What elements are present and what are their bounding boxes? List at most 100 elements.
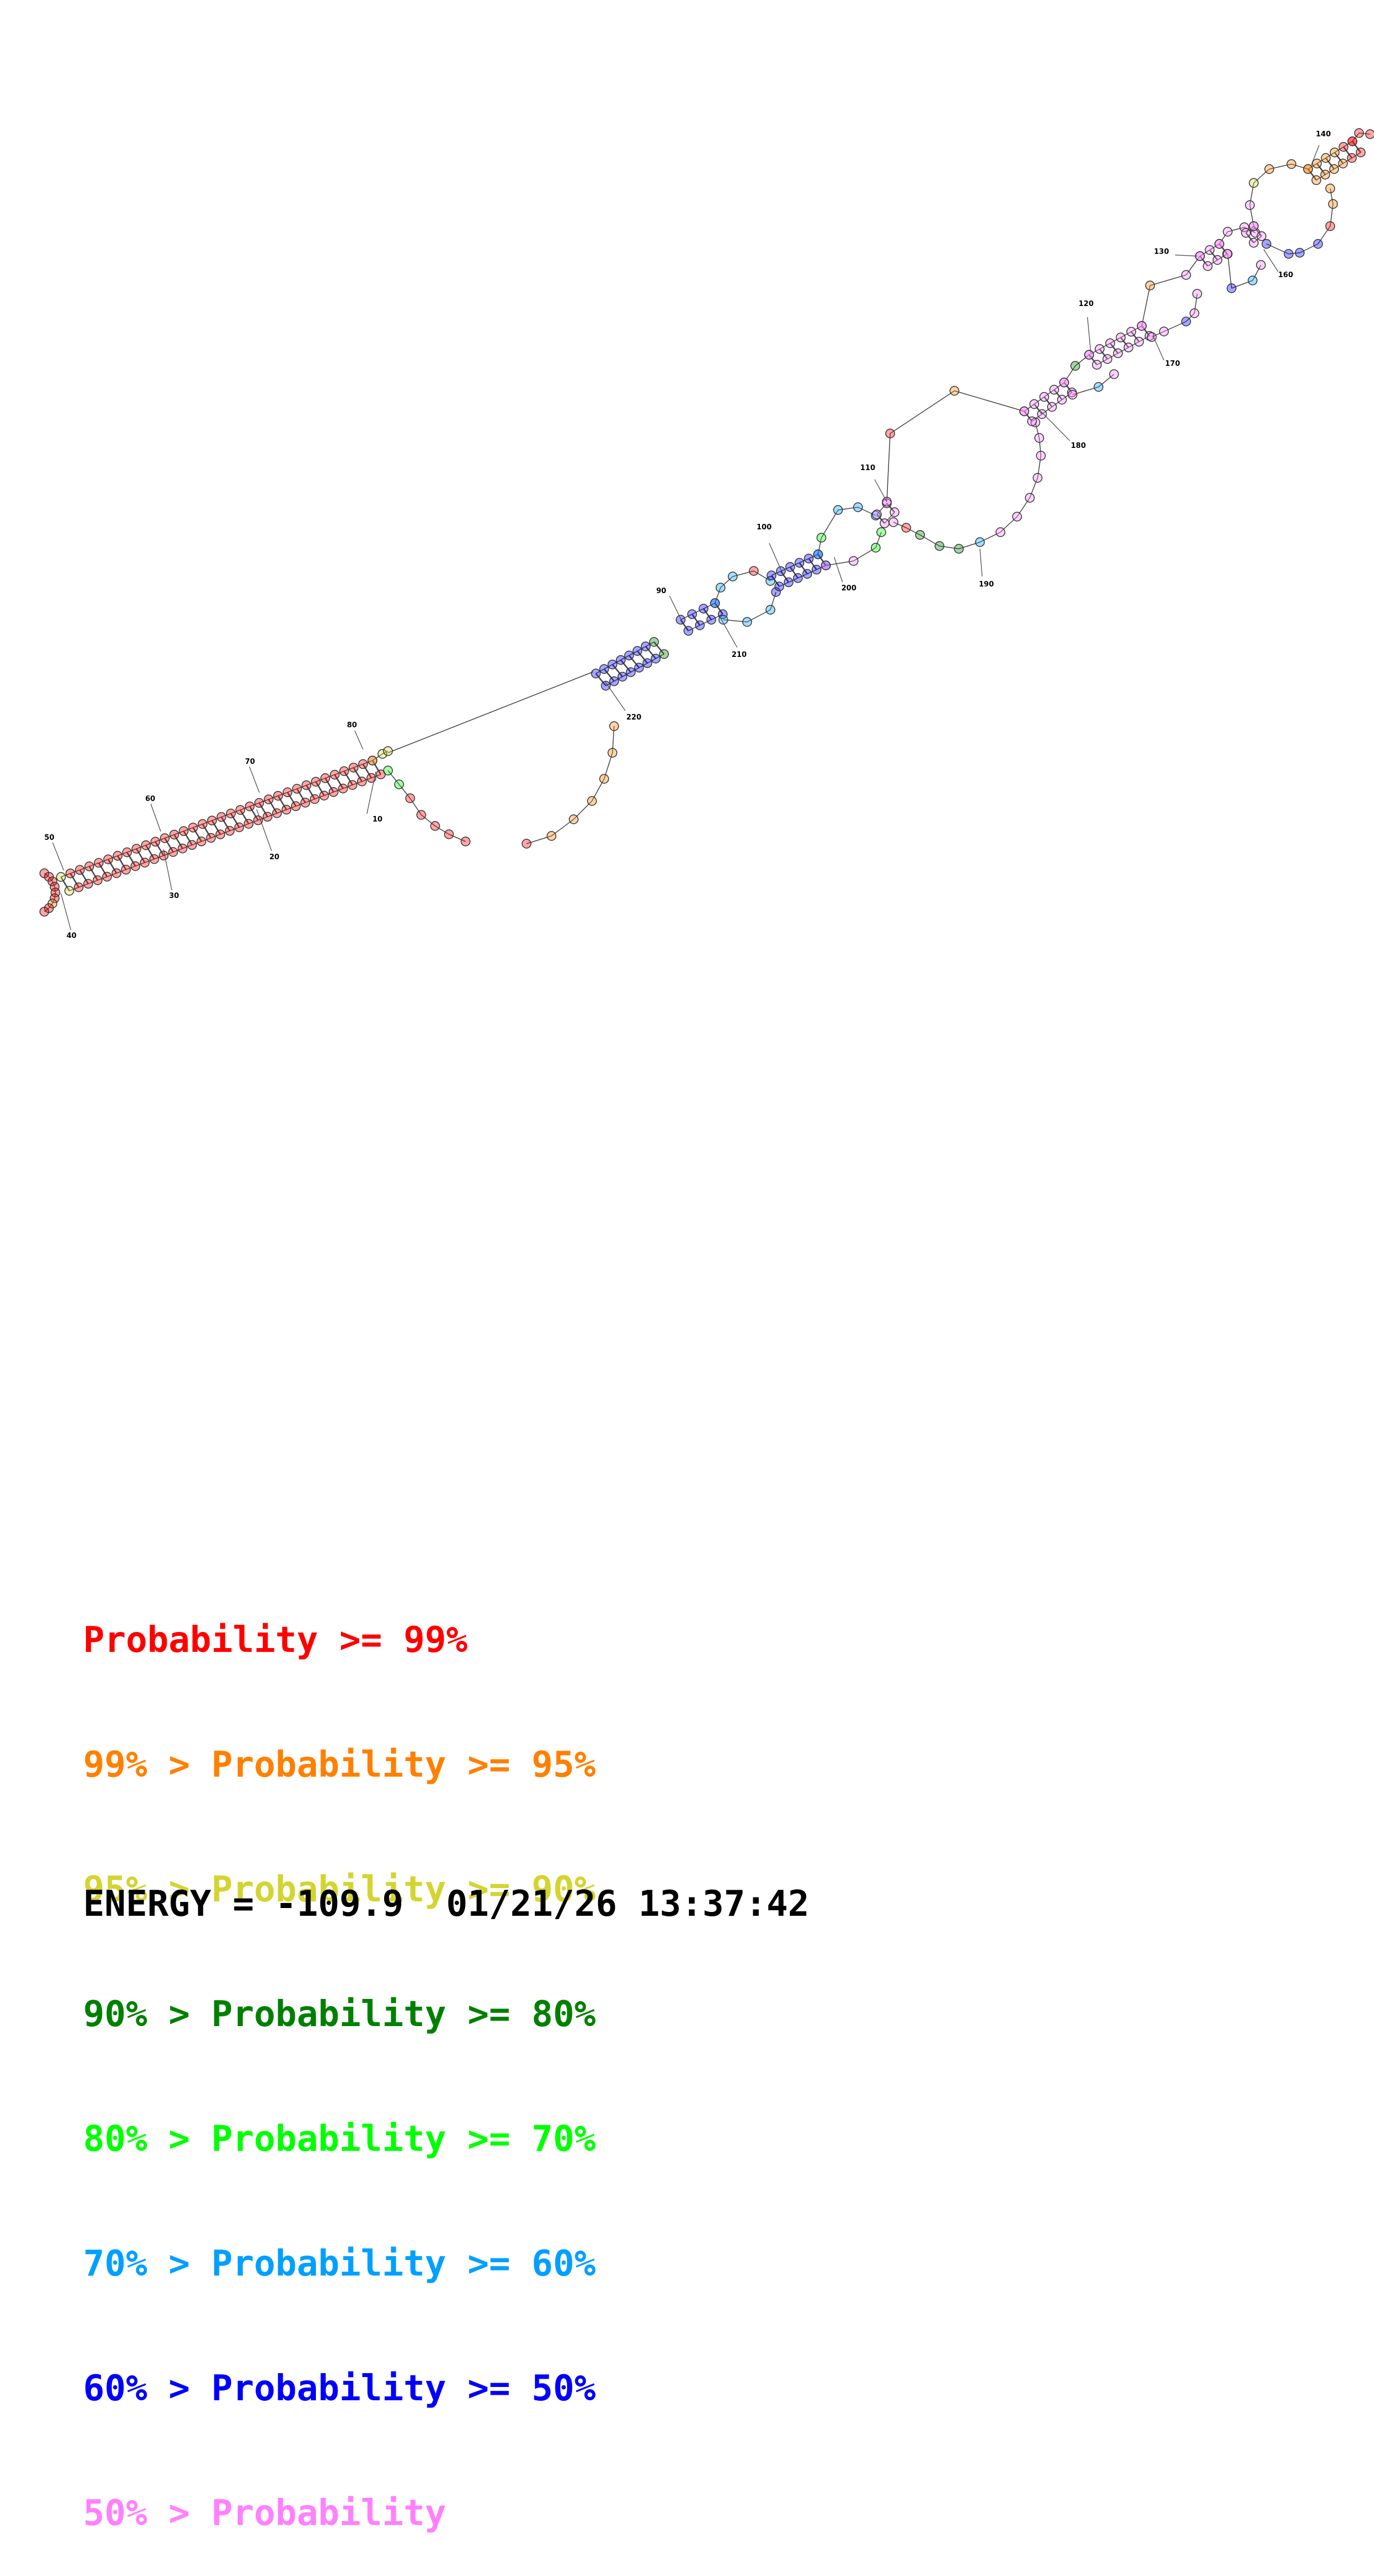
position-label: 60 xyxy=(145,795,155,803)
base-pair-bond xyxy=(69,873,80,888)
backbone-segment xyxy=(305,798,315,803)
nucleotide xyxy=(687,609,697,619)
legend-prefix: 60% > xyxy=(83,2368,212,2409)
backbone-segment xyxy=(314,795,325,800)
position-label: 210 xyxy=(732,651,747,659)
nucleotide xyxy=(1227,283,1237,293)
backbone-segment xyxy=(808,554,819,559)
nucleotide xyxy=(1223,249,1233,259)
backbone-segment xyxy=(875,532,882,548)
backbone-segment xyxy=(780,567,790,572)
nucleotide xyxy=(216,812,227,822)
backbone-segment xyxy=(1316,174,1326,181)
nucleotide xyxy=(1313,239,1323,249)
nucleotide xyxy=(461,836,471,846)
backbone-segment xyxy=(1253,236,1262,243)
base-pair-bond xyxy=(1245,232,1254,243)
position-label: 10 xyxy=(372,815,382,824)
nucleotide xyxy=(651,654,661,664)
nucleotide xyxy=(718,615,728,625)
backbone-segment xyxy=(771,570,782,576)
backbone-segment xyxy=(1249,182,1254,206)
nucleotide xyxy=(811,564,821,575)
nucleotide xyxy=(1095,344,1105,354)
backbone-segment xyxy=(221,813,231,818)
backbone-segment xyxy=(448,834,466,842)
nucleotide xyxy=(226,808,236,819)
label-leader xyxy=(52,842,64,871)
nucleotide xyxy=(1189,308,1199,318)
nucleotide xyxy=(292,784,302,794)
backbone-segment xyxy=(837,507,859,511)
legend-prefix: 50% > xyxy=(83,2493,212,2534)
backbone-segment xyxy=(1334,163,1344,170)
nucleotide xyxy=(310,794,320,804)
nucleotide xyxy=(1204,245,1215,255)
backbone-segment xyxy=(1227,227,1245,232)
label-leader xyxy=(1263,249,1279,272)
nucleotide xyxy=(254,798,264,808)
base-pair-bond xyxy=(1253,226,1262,237)
nucleotide xyxy=(300,798,310,808)
label-leader xyxy=(1310,145,1320,167)
nucleotide xyxy=(641,641,651,651)
backbone-segment xyxy=(1291,164,1309,170)
base-pair-bond xyxy=(604,669,615,682)
backbone-segment xyxy=(125,865,136,870)
backbone-segment xyxy=(799,558,809,563)
label-leader xyxy=(834,557,843,583)
nucleotide xyxy=(716,583,726,593)
nucleotide xyxy=(1356,147,1366,157)
base-pair-bond xyxy=(315,781,325,796)
nucleotide xyxy=(975,537,985,547)
nucleotide xyxy=(1284,249,1294,259)
base-pair-bond xyxy=(1110,343,1118,354)
nucleotide xyxy=(39,906,49,917)
backbone-segment xyxy=(1227,253,1232,289)
backbone-segment xyxy=(287,788,298,793)
nucleotide xyxy=(168,847,178,857)
backbone-segment xyxy=(286,805,296,810)
base-pair-bond xyxy=(155,841,165,856)
nucleotide xyxy=(587,796,597,806)
backbone-segment xyxy=(821,509,839,538)
position-label: 100 xyxy=(757,523,772,532)
base-pair-bond xyxy=(1120,337,1129,348)
base-pair-bond xyxy=(1024,411,1033,422)
nucleotide xyxy=(49,893,60,904)
nucleotide xyxy=(1070,361,1080,371)
legend-row-70: 80% > Probability >= 70% xyxy=(83,2119,596,2160)
backbone-segment xyxy=(798,573,808,579)
base-pair-bond xyxy=(324,778,334,793)
base-pair-bond xyxy=(691,614,701,626)
position-label: 110 xyxy=(860,464,875,472)
energy-value: -109.9 xyxy=(275,1884,403,1925)
nucleotide xyxy=(311,777,321,787)
nucleotide xyxy=(206,833,216,843)
backbone-segment xyxy=(1269,164,1292,170)
label-leader xyxy=(769,543,782,572)
nucleotide xyxy=(188,823,198,833)
backbone-segment xyxy=(770,591,777,610)
nucleotide xyxy=(131,844,141,854)
nucleotide xyxy=(1264,164,1274,174)
backbone-segment xyxy=(1107,353,1118,360)
backbone-segment xyxy=(201,837,211,842)
nucleotide xyxy=(1249,178,1259,188)
backbone-segment xyxy=(88,880,98,884)
backbone-segment xyxy=(1316,157,1326,164)
backbone-segment xyxy=(259,799,269,804)
nucleotide xyxy=(178,826,189,836)
position-label: 130 xyxy=(1154,248,1169,256)
nucleotide xyxy=(607,659,617,670)
nucleotide xyxy=(1248,276,1258,285)
legend-row-50: 60% > Probability >= 50% xyxy=(83,2368,596,2410)
nucleotide xyxy=(802,569,813,579)
backbone-segment xyxy=(1219,231,1228,244)
backbone-segment xyxy=(146,841,156,846)
legend-row-below-50: 50% > Probability xyxy=(83,2493,596,2534)
backbone-segment xyxy=(164,851,173,856)
nucleotide xyxy=(1312,159,1322,169)
backbone-segment xyxy=(1096,358,1108,365)
position-label: 90 xyxy=(656,587,666,595)
